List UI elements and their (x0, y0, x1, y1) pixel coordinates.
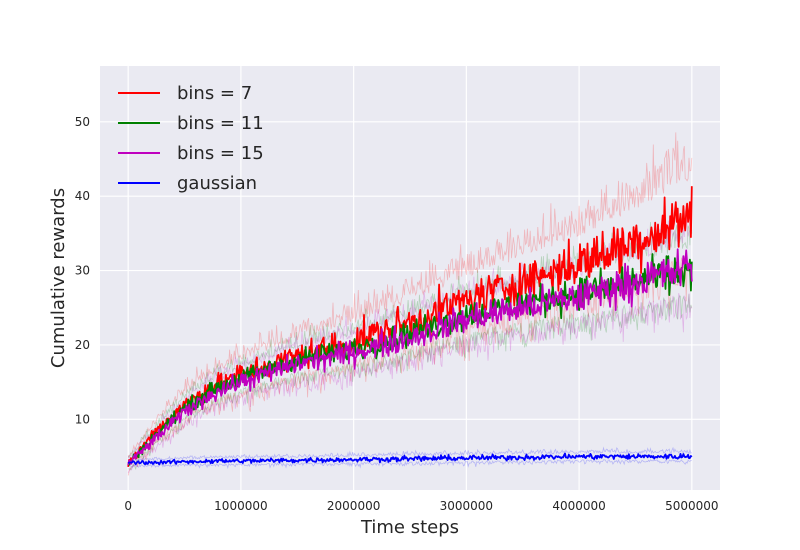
legend-label-bins-15: bins = 15 (177, 143, 264, 164)
band-upper-gaussian (128, 446, 693, 462)
y-tick-label: 40 (75, 189, 90, 203)
band-lower-bins-15 (127, 293, 693, 474)
x-axis-label: Time steps (360, 517, 459, 538)
series-lines (127, 186, 693, 468)
legend: bins = 7 bins = 11 bins = 15 gaussian (118, 83, 264, 194)
grid (100, 66, 720, 490)
y-tick-label: 30 (75, 264, 90, 278)
band-lower-bins-11 (127, 294, 693, 471)
y-tick-label: 10 (75, 412, 90, 426)
y-axis-label: Cumulative rewards (48, 188, 69, 368)
legend-label-bins-11: bins = 11 (177, 113, 264, 134)
x-tick-label: 3000000 (440, 499, 493, 513)
band-upper-bins-7 (127, 132, 693, 459)
x-tick-label: 5000000 (665, 499, 718, 513)
series-line-gaussian (127, 452, 693, 466)
y-ticks: 10 20 30 40 50 (75, 115, 90, 427)
x-tick-label: 2000000 (327, 499, 380, 513)
legend-label-bins-7: bins = 7 (177, 83, 252, 104)
y-tick-label: 50 (75, 115, 90, 129)
x-tick-label: 0 (124, 499, 132, 513)
legend-label-gaussian: gaussian (177, 173, 257, 194)
y-tick-label: 20 (75, 338, 90, 352)
x-ticks: 0 1000000 2000000 3000000 4000000 5000000 (124, 499, 718, 513)
band-lower-bins-7 (127, 255, 693, 476)
x-tick-label: 1000000 (214, 499, 267, 513)
series-line-bins-15 (127, 248, 693, 466)
x-tick-label: 4000000 (552, 499, 605, 513)
band-lower-gaussian (127, 458, 692, 470)
